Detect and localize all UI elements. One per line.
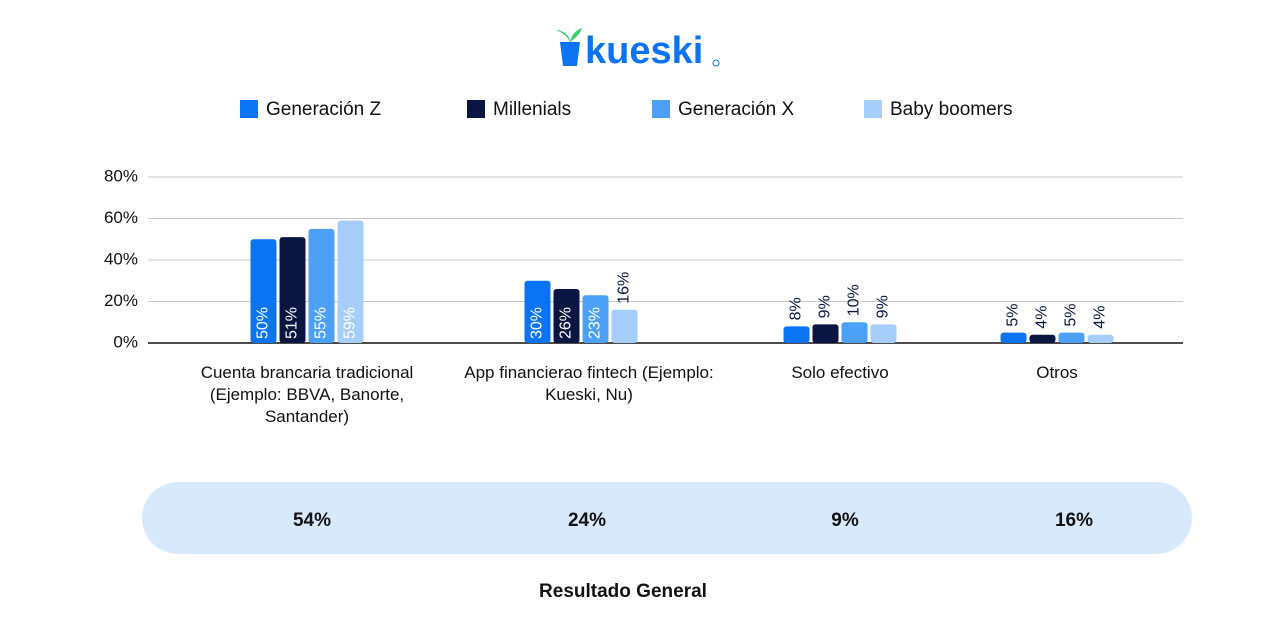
bar [870,324,897,343]
bar [553,289,580,343]
bar [524,280,551,343]
x-tick-label: Cuenta brancaria tradicional (Ejemplo: B… [200,363,414,426]
bar [250,239,277,343]
value-label: 50% [255,307,272,339]
logo [556,28,720,67]
summary-value: 24% [568,510,606,531]
value-label: 8% [788,297,805,320]
legend-swatch [864,100,882,118]
value-label: 5% [1063,304,1080,327]
summary-value: 9% [831,510,859,531]
bar [1029,334,1056,343]
legend-swatch [467,100,485,118]
value-label: 51% [284,307,301,339]
legend-swatch [652,100,670,118]
value-label: 9% [817,295,834,318]
value-label: 5% [1005,304,1022,327]
legend-swatch [240,100,258,118]
bar [308,228,335,343]
value-label: 30% [529,307,546,339]
bar [783,326,810,343]
bar [611,309,638,343]
bar [1058,332,1085,343]
x-tick-label: Solo efectivo [791,363,889,382]
legend-label: Generación X [678,99,795,120]
value-label: 23% [587,307,604,339]
y-tick-label: 40% [104,249,138,268]
y-tick-label: 20% [104,291,138,310]
bar [279,237,306,343]
value-label: 9% [875,295,892,318]
summary-band [142,482,1192,554]
value-label: 55% [313,307,330,339]
value-label: 59% [342,307,359,339]
x-tick-label: App financierao fintech (Ejemplo: Kueski… [464,363,714,404]
y-tick-label: 80% [104,166,138,185]
summary-title: Resultado General [539,581,707,602]
legend-label: Millenials [493,99,571,120]
legend-label: Baby boomers [890,99,1013,120]
x-tick-label: Otros [1036,363,1078,382]
legend-label: Generación Z [266,99,382,120]
value-label: 10% [846,284,863,316]
value-label: 26% [558,307,575,339]
summary-value: 16% [1055,510,1093,531]
y-tick-label: 60% [104,208,138,227]
summary-value: 54% [293,510,331,531]
bar [337,220,364,343]
value-label: 4% [1034,306,1051,329]
bar [1087,334,1114,343]
value-label: 4% [1092,306,1109,329]
bar [812,324,839,343]
bar [582,295,609,343]
value-label: 16% [616,272,633,304]
bar [841,322,868,343]
y-tick-label: 0% [113,332,138,351]
logo-text: kueski [585,30,703,72]
bar [1000,332,1027,343]
